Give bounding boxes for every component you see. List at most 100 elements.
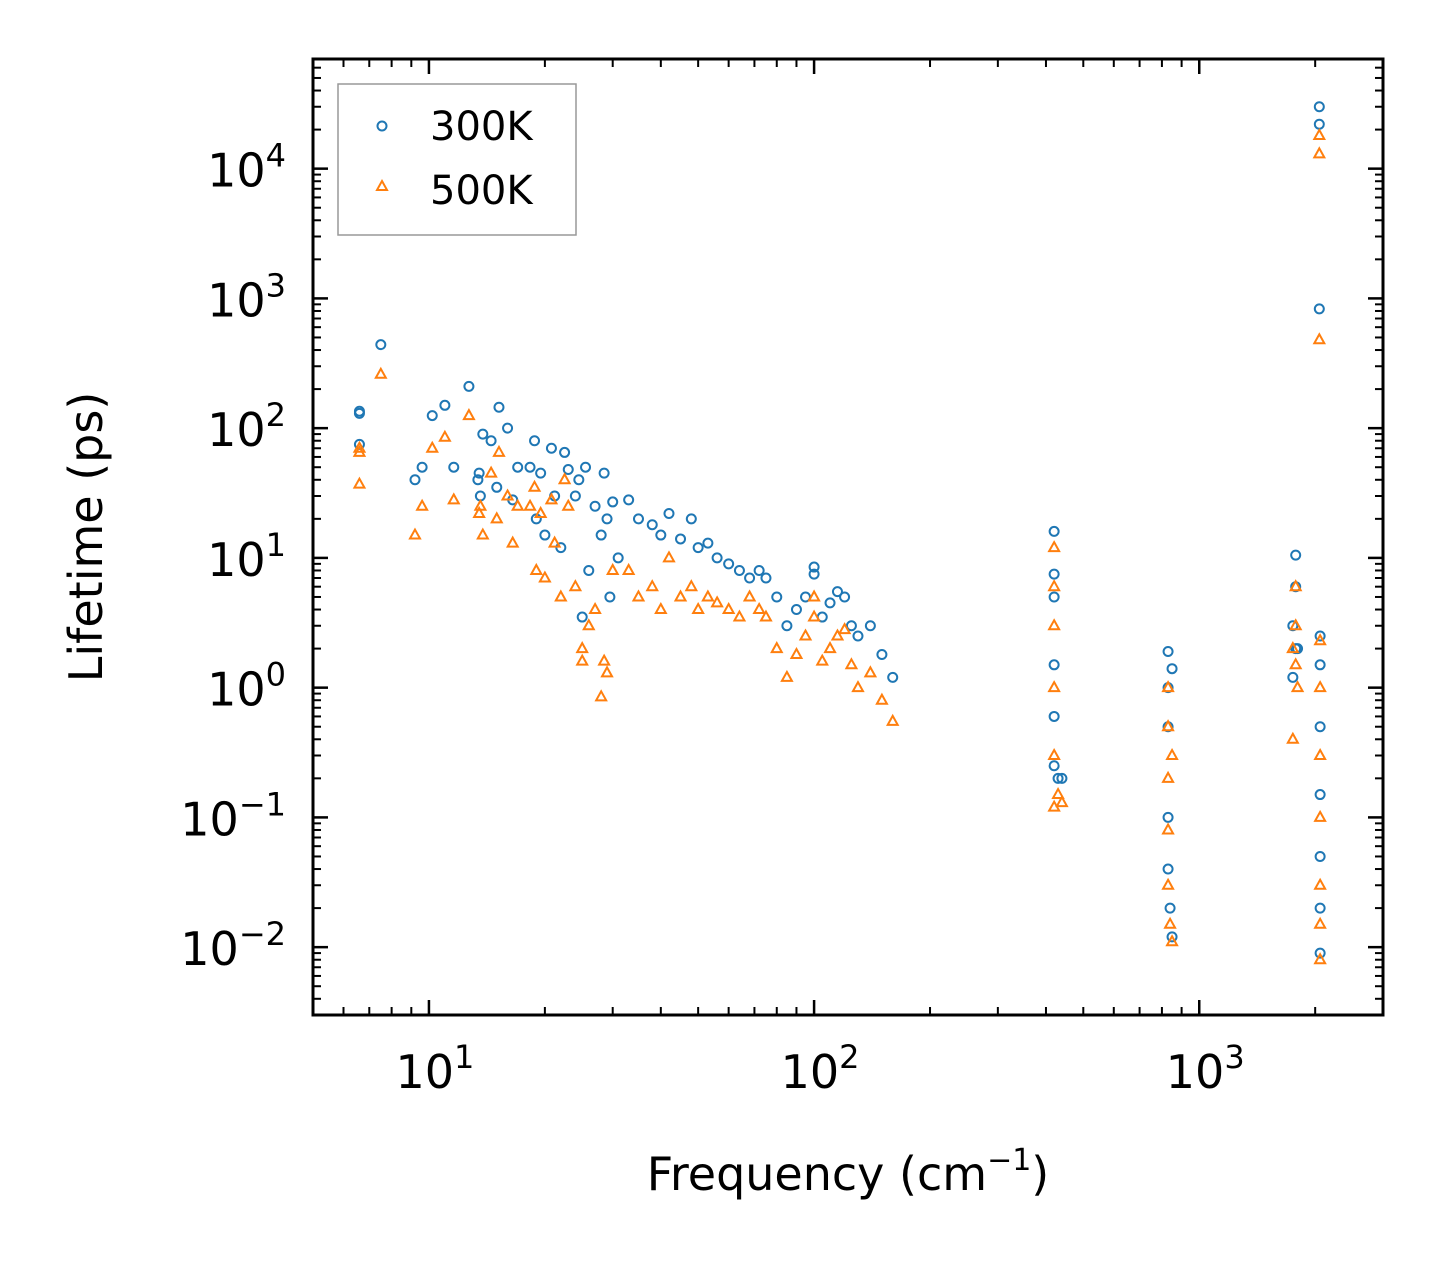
legend-label-500k: 500K — [430, 168, 534, 214]
data-point-500k — [1313, 877, 1327, 890]
data-point-500k — [476, 527, 490, 540]
data-point-500k — [1047, 579, 1061, 592]
data-point-500k — [425, 440, 439, 453]
data-point-300k — [1048, 591, 1060, 603]
x-axis-title: Frequency (cm−1) — [647, 1143, 1050, 1201]
data-point-500k — [1286, 641, 1300, 654]
data-point-300k — [1314, 902, 1326, 914]
data-point-300k — [416, 461, 428, 473]
data-point-500k — [500, 488, 515, 501]
data-point-300k — [702, 537, 714, 549]
data-point-500k — [374, 366, 388, 379]
data-point-300k — [831, 586, 843, 598]
data-point-300k — [473, 467, 485, 479]
data-point-300k — [529, 435, 541, 447]
data-point-500k — [662, 550, 676, 563]
data-point-500k — [554, 589, 568, 602]
data-point-500k — [1312, 127, 1327, 141]
data-point-300k — [1048, 710, 1060, 722]
data-point-300k — [1290, 549, 1302, 561]
data-point-300k — [753, 564, 765, 576]
legend-marker-500k — [375, 178, 389, 191]
data-point-300k — [555, 542, 567, 554]
data-point-500k — [770, 641, 784, 654]
data-point-300k — [1314, 721, 1326, 733]
data-point-500k — [780, 669, 794, 682]
data-point-300k — [502, 422, 514, 434]
data-point-300k — [409, 474, 421, 486]
data-point-500k — [1313, 633, 1327, 646]
data-point-500k — [544, 492, 559, 505]
data-point-500k — [490, 511, 504, 524]
data-point-500k — [594, 689, 608, 702]
data-point-300k — [524, 461, 536, 473]
data-point-300k — [607, 496, 619, 508]
data-point-500k — [1055, 795, 1069, 808]
data-point-300k — [1313, 101, 1325, 113]
data-point-500k — [1163, 916, 1177, 929]
data-point-500k — [1161, 719, 1175, 732]
data-point-300k — [1048, 760, 1060, 772]
data-point-500k — [538, 570, 552, 583]
data-point-500k — [1312, 332, 1327, 345]
data-point-300k — [353, 405, 365, 417]
x-tick-label: 101 — [395, 1038, 474, 1099]
legend: 300K 500K — [337, 83, 577, 236]
data-point-500k — [1313, 680, 1327, 693]
data-point-500k — [732, 609, 747, 622]
data-point-300k — [744, 572, 756, 584]
data-point-500k — [1165, 747, 1179, 760]
y-axis-title: Lifetime (ps) — [59, 392, 113, 683]
data-point-500k — [600, 665, 614, 678]
data-point-500k — [547, 535, 562, 548]
data-point-300k — [623, 494, 635, 506]
data-point-500k — [582, 618, 596, 631]
data-point-500k — [527, 479, 542, 492]
data-point-500k — [492, 444, 506, 457]
data-point-500k — [575, 641, 589, 654]
data-point-500k — [533, 505, 548, 518]
data-point-300k — [612, 552, 624, 564]
data-point-500k — [561, 498, 575, 511]
data-point-500k — [798, 628, 813, 641]
data-point-300k — [646, 519, 658, 531]
data-point-300k — [845, 620, 857, 632]
data-point-500k — [673, 589, 688, 602]
data-point-300k — [1162, 863, 1174, 875]
data-point-300k — [711, 552, 723, 564]
data-point-300k — [839, 591, 851, 603]
data-point-500k — [1288, 579, 1303, 592]
data-point-500k — [473, 498, 488, 511]
data-point-500k — [752, 601, 766, 615]
data-point-300k — [1052, 772, 1064, 784]
data-point-300k — [675, 533, 687, 545]
data-point-300k — [439, 399, 451, 411]
data-point-300k — [426, 410, 438, 422]
data-point-300k — [463, 380, 475, 392]
data-point-300k — [771, 591, 783, 603]
data-point-500k — [588, 601, 602, 615]
data-point-500k — [742, 589, 757, 602]
y-tick-label: 102 — [207, 396, 286, 457]
data-point-300k — [1314, 789, 1326, 801]
data-point-500k — [472, 505, 486, 518]
data-point-300k — [583, 564, 595, 576]
data-point-300k — [685, 513, 697, 525]
legend-marker-300k — [376, 120, 388, 132]
data-point-500k — [1047, 680, 1061, 693]
data-point-500k — [1313, 916, 1327, 929]
data-point-500k — [1047, 618, 1061, 631]
data-point-500k — [1313, 952, 1327, 965]
data-point-300k — [1314, 659, 1326, 671]
data-point-300k — [477, 428, 489, 440]
data-point-300k — [1166, 931, 1178, 943]
data-point-500k — [1312, 146, 1327, 159]
tick-labels: 101 102 103 10−2 10−1 100 101 102 103 104 — [180, 137, 1244, 1099]
data-point-500k — [645, 579, 659, 592]
data-point-500k — [1161, 877, 1175, 890]
data-point-500k — [691, 601, 705, 615]
data-point-300k — [876, 649, 888, 661]
x-tick-label: 102 — [781, 1038, 860, 1099]
data-point-500k — [1286, 731, 1300, 744]
data-point-500k — [529, 562, 544, 575]
